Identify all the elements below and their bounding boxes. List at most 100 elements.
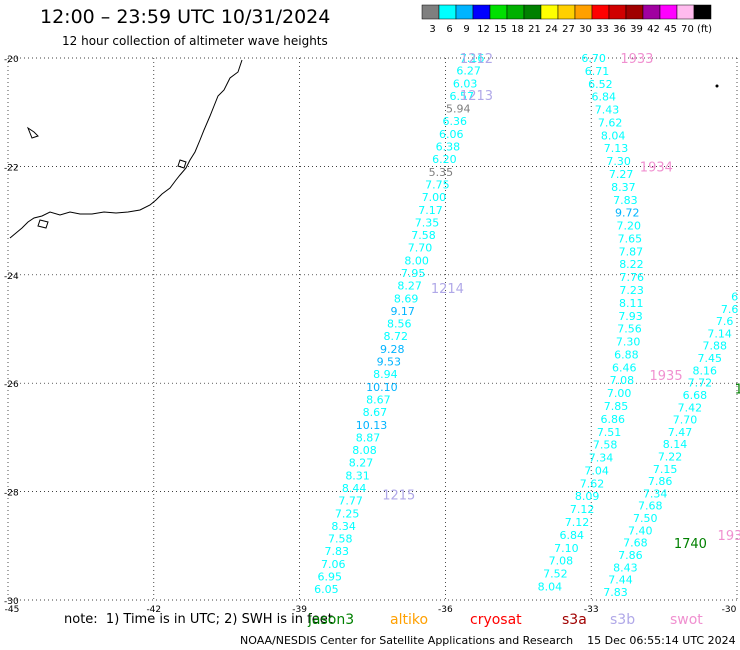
wave-height-value: 7.6 [721, 303, 739, 316]
wave-height-value: 6.57 [449, 90, 474, 103]
wave-height-value: 8.31 [345, 469, 370, 482]
wave-height-value: 6.05 [314, 583, 339, 596]
pass-time-label: 1 [735, 383, 740, 398]
wave-height-value: 9.28 [380, 343, 405, 356]
wave-height-value: 6.86 [600, 413, 625, 426]
wave-height-value: 7.27 [609, 168, 634, 181]
wave-height-value: 7.58 [593, 439, 618, 452]
colorbar-swatch [438, 4, 457, 20]
wave-height-value: 8.09 [575, 490, 600, 503]
wave-height-value: 8.56 [387, 318, 412, 331]
island-dot [715, 84, 719, 88]
colorbar-tick-label: 45 [664, 24, 677, 35]
wave-height-value: 6.20 [432, 153, 457, 166]
wave-height-value: 7.58 [328, 533, 353, 546]
wave-height-value: 7.43 [595, 104, 620, 117]
wave-height-value: 7.83 [603, 586, 628, 599]
pass-time-label: 1215 [382, 488, 415, 503]
satellite-legend-item: s3a [562, 612, 587, 628]
wave-height-value: 10.10 [366, 381, 398, 394]
wave-height-value: 7.68 [623, 537, 648, 550]
wave-height-value: 7.00 [422, 191, 447, 204]
satellite-legend-item: swot [670, 612, 703, 628]
wave-height-value: 8.94 [373, 368, 398, 381]
wave-height-value: 8.69 [394, 292, 419, 305]
colorbar-swatch [506, 4, 525, 20]
colorbar-swatch [523, 4, 542, 20]
wave-height-value: 7.72 [688, 377, 713, 390]
wave-height-value: 6.84 [560, 529, 585, 542]
wave-height-value: 7.30 [606, 155, 631, 168]
pass-time-label: 1212 [460, 52, 493, 67]
wave-height-value: 8.14 [663, 438, 688, 451]
wave-height-value: 6.03 [453, 77, 478, 90]
wave-height-value: 7.44 [608, 574, 633, 587]
colorbar-swatch [693, 4, 712, 20]
wave-height-value: 7.16 [460, 52, 485, 65]
colorbar-tick-label: 3 [429, 24, 435, 35]
lon-label: -36 [438, 605, 453, 615]
wave-height-value: 7.58 [411, 229, 436, 242]
wave-height-value: 7.93 [618, 310, 643, 323]
wave-height-value: 7.35 [415, 216, 440, 229]
wave-height-value: 7.17 [418, 204, 443, 217]
lat-label: -20 [4, 55, 19, 65]
wave-height-value: 8.04 [538, 580, 563, 593]
wave-height-value: 8.67 [363, 406, 388, 419]
lon-label: -39 [292, 605, 307, 615]
wave-height-value: 7.13 [604, 142, 629, 155]
colorbar-swatch [455, 4, 474, 20]
wave-height-value: 7.15 [653, 463, 678, 476]
wave-height-value: 7.88 [702, 340, 727, 353]
pass-time-label: 1214 [431, 282, 464, 297]
colorbar-swatch [489, 4, 508, 20]
pass-time-label: 1933 [620, 52, 653, 67]
island-outline [177, 159, 187, 169]
wave-height-value: 7.34 [643, 487, 668, 500]
wave-height-value: 8.27 [349, 457, 374, 470]
wave-height-value: 8.16 [693, 364, 718, 377]
colorbar-tick-label: 24 [545, 24, 558, 35]
wave-height-value: 6.06 [439, 128, 464, 141]
lat-label: -22 [4, 163, 19, 173]
wave-height-value: 8.22 [619, 258, 644, 271]
wave-height-value: 9.53 [377, 356, 402, 369]
wave-height-value: 8.04 [601, 129, 626, 142]
wave-height-value: 7.25 [335, 507, 360, 520]
wave-height-value: 5.35 [429, 166, 454, 179]
wave-height-value: 7.40 [628, 524, 653, 537]
satellite-legend-item: altiko [390, 612, 429, 628]
wave-height-value: 8.11 [619, 297, 644, 310]
pass-time-label: 1934 [640, 160, 673, 175]
wave-height-value: 5.94 [446, 103, 471, 116]
wave-height-value: 7.85 [604, 400, 629, 413]
wave-height-value: 6.38 [436, 141, 461, 154]
wave-height-value: 6.88 [614, 348, 639, 361]
colorbar-tick-label: 70 [681, 24, 694, 35]
colorbar-tick-label: 15 [494, 24, 507, 35]
colorbar-swatch [557, 4, 576, 20]
wave-height-value: 7.62 [580, 477, 605, 490]
wave-height-value: 7.51 [597, 426, 622, 439]
wave-height-value: 7.45 [698, 352, 723, 365]
pass-time-label: 1213 [460, 89, 493, 104]
wave-height-value: 7.68 [638, 500, 663, 513]
wave-height-value: 8.72 [384, 330, 409, 343]
island-outline [26, 126, 39, 139]
wave-height-value: 7.83 [324, 545, 349, 558]
wave-height-value: 8.67 [366, 393, 391, 406]
wave-height-value: 6.68 [683, 389, 708, 402]
lon-label: -45 [5, 605, 20, 615]
wave-height-value: 7.30 [616, 336, 641, 349]
colorbar-unit-label: (ft) [697, 24, 712, 35]
wave-height-value: 7.47 [668, 426, 693, 439]
track-layer: 7.166.276.036.575.946.366.066.386.205.35… [314, 52, 740, 599]
wave-height-value: 7.08 [549, 555, 574, 568]
colorbar-swatch [625, 4, 644, 20]
lat-label: -26 [4, 380, 19, 390]
wave-height-value: 8.37 [611, 181, 636, 194]
wave-height-value: 7.95 [401, 267, 426, 280]
wave-height-value: 6.84 [591, 91, 616, 104]
wave-height-value: 7.56 [617, 323, 642, 336]
